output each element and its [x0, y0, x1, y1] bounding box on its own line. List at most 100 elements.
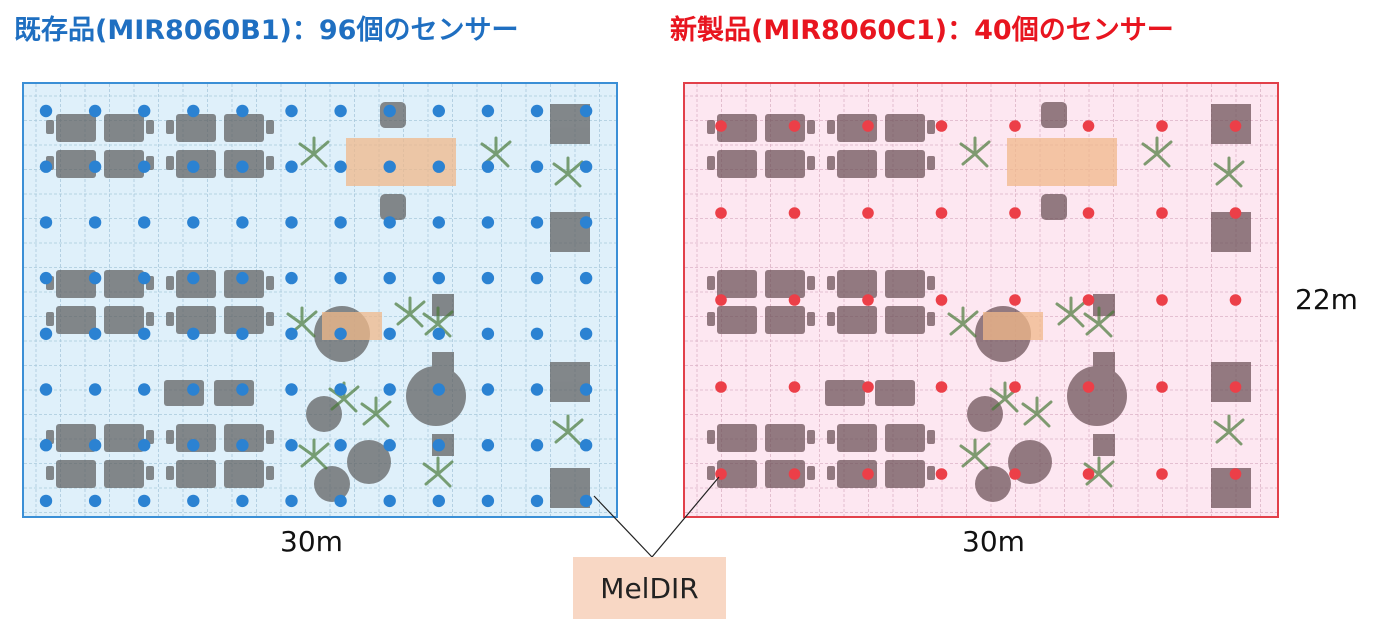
sensor-dot	[383, 271, 396, 285]
sensor-dot	[138, 494, 151, 508]
plant	[947, 306, 979, 338]
sensor-dot	[39, 216, 53, 229]
sensor-dot	[481, 104, 495, 118]
plant	[480, 136, 512, 168]
sensor-dot	[432, 439, 445, 452]
sensor-dot	[88, 439, 102, 452]
sensor-dot	[334, 160, 347, 173]
sensor-dot	[788, 381, 801, 393]
sensor-dot	[862, 207, 874, 219]
sensor-dot	[715, 207, 727, 219]
plant	[328, 381, 360, 413]
side-table	[1211, 362, 1251, 402]
plant	[298, 438, 330, 470]
sensor-dot	[236, 216, 249, 229]
side-table	[550, 362, 590, 402]
round-table	[406, 366, 466, 426]
sensor-dots	[715, 120, 1242, 480]
sensor-dot	[236, 439, 249, 452]
desk-cluster	[827, 424, 935, 488]
sensor-dot	[1156, 381, 1168, 393]
sensor-dot	[530, 494, 544, 508]
stool	[1093, 352, 1115, 374]
sensor-dot	[383, 216, 396, 229]
plant	[360, 396, 392, 428]
sensor-dot	[187, 104, 200, 118]
sensor-dot	[285, 104, 298, 118]
sensor-dot	[334, 104, 347, 118]
sensor-dot	[138, 271, 151, 285]
sensor-dot	[39, 439, 53, 452]
round-table	[314, 466, 350, 502]
sensor-dot	[530, 160, 544, 173]
desk-cluster	[827, 270, 935, 334]
side-table	[1211, 212, 1251, 252]
existing-product-title: 既存品(MIR8060B1)：96個のセンサー	[14, 15, 519, 46]
sensor-dot	[579, 494, 593, 508]
sensor-dot	[935, 381, 948, 393]
sensor-dot	[39, 160, 53, 173]
width-label-new: 30m	[962, 525, 1025, 558]
plant	[1213, 414, 1245, 446]
sensor-dot	[530, 383, 544, 396]
sensor-dot	[481, 327, 495, 340]
sensor-dot	[530, 439, 544, 452]
round-table	[975, 466, 1011, 502]
plant	[422, 306, 454, 338]
sensor-dot	[236, 271, 249, 285]
sensor-dot	[432, 104, 445, 118]
sensor-dot	[481, 271, 495, 285]
sensor-dot	[1229, 207, 1242, 219]
sensor-dot	[530, 216, 544, 229]
sensor-dot	[862, 294, 874, 306]
sensor-dot	[530, 327, 544, 340]
desk-cluster	[166, 424, 274, 488]
sensor-dot	[481, 439, 495, 452]
sensor-dot	[579, 216, 593, 229]
sensor-dot	[285, 383, 298, 396]
sensor-dot	[383, 439, 396, 452]
sensor-dot	[39, 104, 53, 118]
desk-cluster	[707, 424, 815, 488]
sensor-dot	[579, 104, 593, 118]
sensor-dot	[1009, 381, 1021, 393]
stool	[432, 352, 454, 374]
sensor-dot	[788, 468, 801, 480]
sensor-dot	[187, 271, 200, 285]
width-label-existing: 30m	[280, 525, 343, 558]
sensor-dot	[1082, 294, 1095, 306]
sensor-dot	[1229, 120, 1242, 132]
sensor-dot	[1156, 207, 1168, 219]
round-table	[347, 440, 391, 484]
sensor-dot	[88, 327, 102, 340]
sensor-dot	[935, 207, 948, 219]
new-product-floor-plan	[683, 82, 1279, 518]
sensor-dot	[1009, 207, 1021, 219]
sensor-dot	[481, 383, 495, 396]
sensor-dot	[39, 383, 53, 396]
sensor-dot	[39, 494, 53, 508]
plant	[1055, 296, 1087, 328]
sensor-dot	[88, 216, 102, 229]
sensor-dot	[187, 439, 200, 452]
chair	[1041, 194, 1067, 220]
sensor-dot	[236, 383, 249, 396]
sensor-dot	[788, 294, 801, 306]
sensor-dot	[39, 271, 53, 285]
meeting-table	[1007, 138, 1117, 186]
sensor-dot	[481, 216, 495, 229]
sensor-dot	[285, 160, 298, 173]
sensor-dot	[481, 160, 495, 173]
stool	[1093, 434, 1115, 456]
sensor-dot	[383, 104, 396, 118]
meeting-table-small	[983, 312, 1043, 340]
plant	[1021, 396, 1053, 428]
sensor-dot	[1156, 294, 1168, 306]
sensor-dot	[88, 383, 102, 396]
desk-cluster	[825, 380, 915, 406]
sensor-dot	[236, 327, 249, 340]
sensor-dot	[285, 327, 298, 340]
plant	[959, 438, 991, 470]
round-table	[967, 396, 1003, 432]
plant	[552, 156, 584, 188]
